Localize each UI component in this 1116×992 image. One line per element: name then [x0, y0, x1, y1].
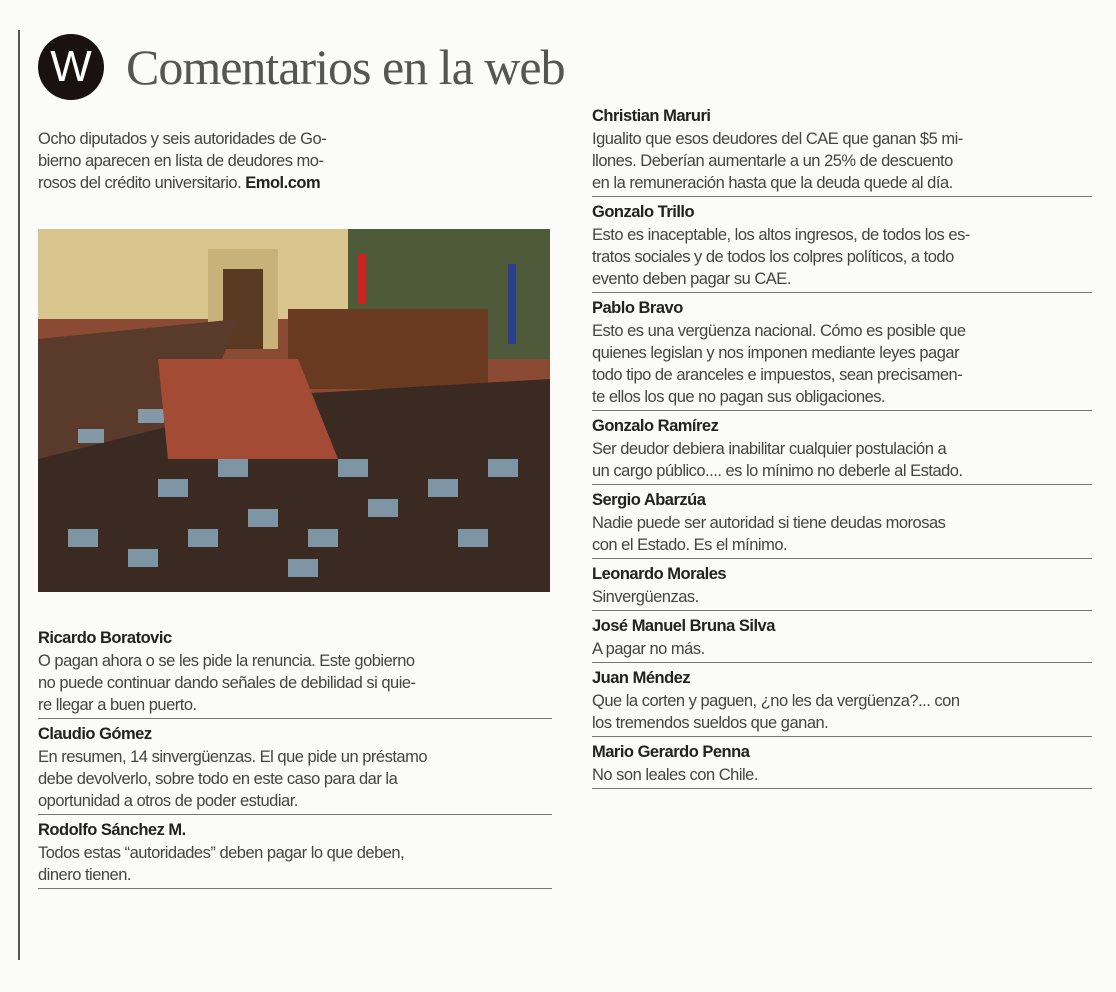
- comment-text-line: evento deben pagar su CAE.: [592, 270, 791, 288]
- comment-entry: Gonzalo Ramírez Ser deudor debiera inabil…: [592, 414, 1092, 485]
- comment-author: Claudio Gómez: [38, 725, 152, 743]
- comment-text-line: no puede continuar dando señales de debi…: [38, 674, 416, 692]
- section-title: Comentarios en la web: [126, 39, 566, 95]
- comment-text-line: oportunidad a otros de poder estudiar.: [38, 792, 298, 810]
- column-rule: [18, 30, 20, 960]
- intro-text: Ocho diputados y seis autoridades de Go-…: [38, 128, 558, 194]
- comment-text-line: A pagar no más.: [592, 640, 705, 658]
- comment-author: Juan Méndez: [592, 669, 691, 687]
- intro-line-text: rosos del crédito universitario.: [38, 174, 246, 192]
- comment-text-line: todo tipo de aranceles e impuestos, sean…: [592, 366, 963, 384]
- comment-text-line: en la remuneración hasta que la deuda qu…: [592, 174, 953, 192]
- comment-text-line: con el Estado. Es el mínimo.: [592, 536, 788, 554]
- parliament-photo: [38, 229, 550, 592]
- comment-entry: Gonzalo Trillo Esto es inaceptable, los a…: [592, 200, 1092, 293]
- comment-text-line: Nadie puede ser autoridad si tiene deuda…: [592, 514, 946, 532]
- comment-text-line: Todos estas “autoridades” deben pagar lo…: [38, 844, 405, 862]
- comment-text-line: Que la corten y paguen, ¿no les da vergü…: [592, 692, 960, 710]
- comment-text-line: debe devolverlo, sobre todo en este caso…: [38, 770, 398, 788]
- comment-author: Ricardo Boratovic: [38, 629, 172, 647]
- comment-text-line: re llegar a buen puerto.: [38, 696, 197, 714]
- intro-line: bierno aparecen en lista de deudores mo-: [38, 152, 324, 170]
- intro-source: Emol.com: [245, 174, 321, 192]
- comment-text-line: dinero tienen.: [38, 866, 132, 884]
- right-comments-column: Christian Maruri Igualito que esos deudor…: [592, 104, 1092, 792]
- intro-line: Ocho diputados y seis autoridades de Go-: [38, 130, 327, 148]
- comment-entry: Claudio Gómez En resumen, 14 sinvergüenza…: [38, 722, 552, 815]
- comment-entry: Sergio Abarzúa Nadie puede ser autoridad …: [592, 488, 1092, 559]
- parliament-chamber-image: [38, 229, 550, 592]
- comment-author: Sergio Abarzúa: [592, 491, 706, 509]
- left-comments-column: Ricardo Boratovic O pagan ahora o se les …: [38, 626, 552, 892]
- comment-author: José Manuel Bruna Silva: [592, 617, 775, 635]
- comment-text-line: Esto es una vergüenza nacional. Cómo es …: [592, 322, 966, 340]
- comment-entry: Ricardo Boratovic O pagan ahora o se les …: [38, 626, 552, 719]
- comment-text-line: un cargo público.... es lo mínimo no deb…: [592, 462, 963, 480]
- comment-entry: Mario Gerardo Penna No son leales con Chi…: [592, 740, 1092, 789]
- comment-entry: Leonardo Morales Sinvergüenzas.: [592, 562, 1092, 611]
- comment-author: Pablo Bravo: [592, 299, 683, 317]
- comment-entry: Juan Méndez Que la corten y paguen, ¿no l…: [592, 666, 1092, 737]
- web-badge-icon: W: [38, 34, 104, 100]
- comment-author: Gonzalo Trillo: [592, 203, 695, 221]
- comment-author: Mario Gerardo Penna: [592, 743, 750, 761]
- comment-text-line: O pagan ahora o se les pide la renuncia.…: [38, 652, 415, 670]
- comment-text-line: No son leales con Chile.: [592, 766, 758, 784]
- comment-author: Leonardo Morales: [592, 565, 727, 583]
- comment-text-line: Ser deudor debiera inabilitar cualquier …: [592, 440, 947, 458]
- comment-text-line: En resumen, 14 sinvergüenzas. El que pid…: [38, 748, 428, 766]
- comment-text-line: quienes legislan y nos imponen mediante …: [592, 344, 960, 362]
- comment-text-line: tratos sociales y de todos los colpres p…: [592, 248, 954, 266]
- comment-entry: Christian Maruri Igualito que esos deudor…: [592, 104, 1092, 197]
- comment-text-line: Esto es inaceptable, los altos ingresos,…: [592, 226, 970, 244]
- comment-text-line: llones. Deberían aumentarle a un 25% de …: [592, 152, 953, 170]
- comment-entry: Pablo Bravo Esto es una vergüenza naciona…: [592, 296, 1092, 411]
- comment-entry: Rodolfo Sánchez M. Todos estas “autoridad…: [38, 818, 552, 889]
- comment-author: Gonzalo Ramírez: [592, 417, 719, 435]
- comment-author: Christian Maruri: [592, 107, 711, 125]
- section-header: W Comentarios en la web: [38, 34, 566, 100]
- intro-line: rosos del crédito universitario. Emol.co…: [38, 172, 558, 194]
- comment-text-line: te ellos los que no pagan sus obligacion…: [592, 388, 886, 406]
- comment-author: Rodolfo Sánchez M.: [38, 821, 186, 839]
- comment-text-line: Sinvergüenzas.: [592, 588, 699, 606]
- comment-text-line: Igualito que esos deudores del CAE que g…: [592, 130, 963, 148]
- comment-entry: José Manuel Bruna Silva A pagar no más.: [592, 614, 1092, 663]
- comment-text-line: los tremendos sueldos que ganan.: [592, 714, 829, 732]
